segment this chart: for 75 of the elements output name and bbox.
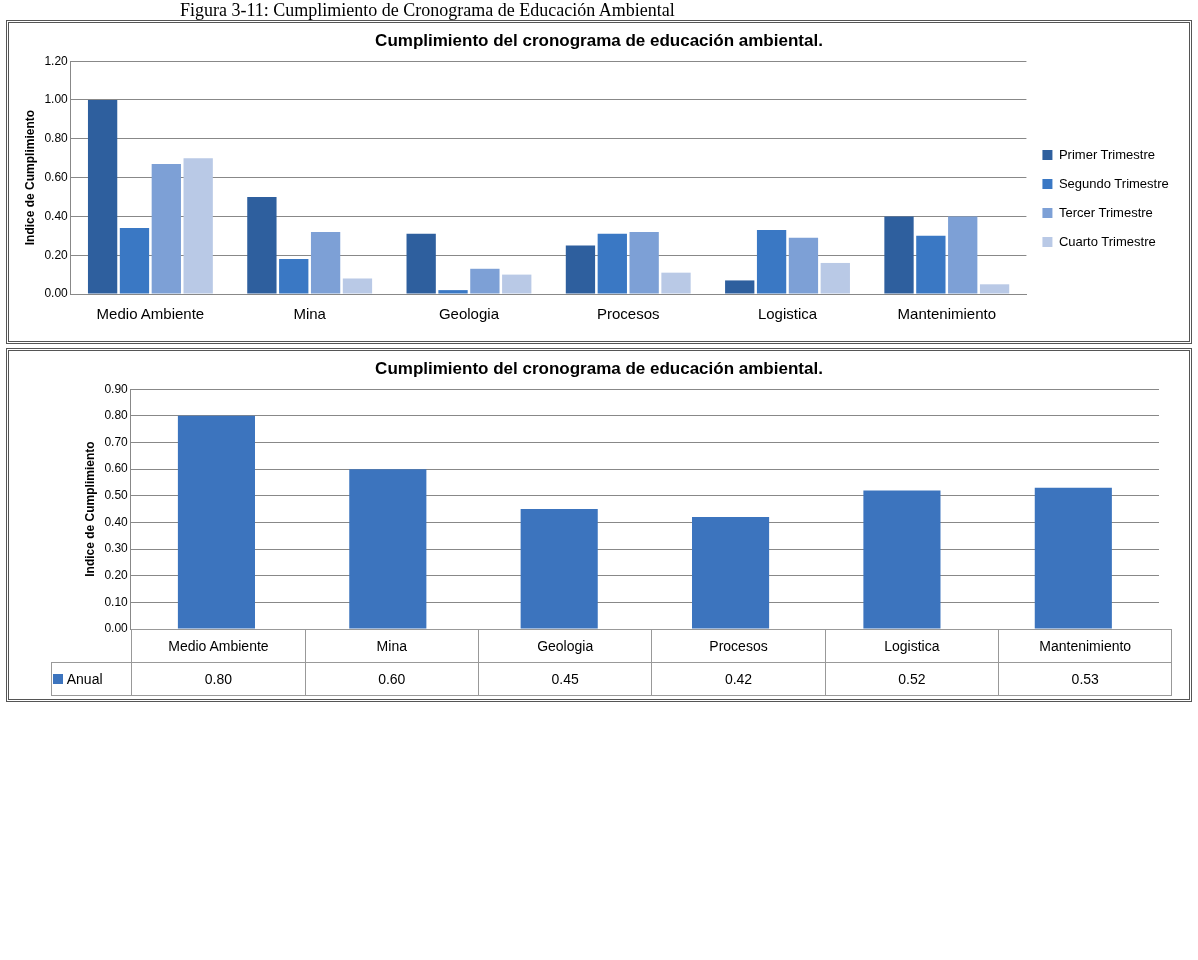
bar [119, 228, 150, 294]
bar [438, 290, 468, 294]
bar [788, 237, 819, 294]
chart-title: Cumplimiento del cronograma de educación ambiental. [374, 30, 824, 51]
bar [948, 216, 978, 294]
data-label: 0.53 [998, 662, 1172, 696]
bar [1034, 487, 1112, 629]
y-tick-label: 0.40 [104, 514, 129, 529]
bar [863, 490, 941, 629]
data-label: 0.45 [478, 662, 652, 696]
x-tick-label: Logistica [757, 305, 818, 323]
bar [520, 509, 598, 629]
bar [177, 415, 255, 629]
y-tick-label: 0.20 [104, 568, 129, 583]
y-tick-label: 0.20 [44, 247, 69, 262]
bar [151, 164, 181, 294]
y-axis-title: Indice de Cumplimiento [22, 109, 37, 246]
chart-title: Cumplimiento del cronograma de educación ambiental. [374, 358, 824, 379]
y-tick-label: 0.60 [44, 169, 69, 184]
y-axis-title: Indice de Cumplimiento [82, 441, 97, 577]
bar [502, 274, 532, 294]
bar [884, 216, 914, 294]
legend-label: Cuarto Trimestre [1058, 233, 1156, 249]
bar [756, 229, 787, 294]
data-label: 0.60 [305, 662, 479, 696]
y-tick-label: 1.20 [44, 53, 69, 68]
y-tick-label: 0.70 [104, 434, 129, 449]
bar [629, 231, 659, 294]
bar [87, 100, 118, 294]
x-tick-label: Mantenimiento [897, 305, 996, 323]
y-tick-label: 0.60 [104, 461, 129, 476]
x-tick-label: Medio Ambiente [96, 305, 205, 323]
bar [916, 235, 946, 294]
x-tick-label: Geologia [438, 305, 500, 323]
data-label: 0.42 [651, 662, 826, 696]
bar [279, 259, 309, 294]
bar [692, 517, 770, 629]
legend-label: Tercer Trimestre [1058, 204, 1153, 220]
data-label: 0.52 [825, 662, 999, 696]
bar [310, 231, 341, 294]
x-tick-label: Mantenimiento [998, 629, 1172, 663]
bar [349, 469, 427, 629]
y-tick-label: 0.50 [104, 488, 129, 503]
y-tick-label: 0.00 [44, 286, 69, 301]
x-tick-label: Mina [305, 629, 479, 663]
x-tick-label: Medio Ambiente [131, 629, 306, 663]
y-tick-label: 0.90 [104, 381, 129, 396]
bar [470, 268, 500, 294]
bar [979, 284, 1010, 294]
y-tick-label: 0.80 [44, 131, 69, 146]
y-tick-label: 0.00 [104, 621, 129, 636]
legend-label: Segundo Trimestre [1058, 175, 1169, 191]
data-label: 0.80 [131, 662, 306, 696]
bar [820, 262, 850, 294]
text: Figura 3-11: Cumplimiento de Cronograma de Educación Ambiental [179, 0, 676, 20]
y-tick-label: 0.40 [44, 208, 69, 223]
x-tick-label: Mina [293, 305, 327, 323]
y-tick-label: 0.10 [104, 594, 129, 609]
bar [565, 245, 596, 294]
bar [342, 278, 373, 294]
bar [247, 197, 277, 294]
x-tick-label: Logistica [825, 629, 999, 663]
x-tick-label: Procesos [651, 629, 826, 663]
y-tick-label: 1.00 [44, 92, 69, 107]
legend-label: Anual [51, 662, 132, 696]
x-tick-label: Procesos [596, 305, 660, 323]
bar [661, 272, 691, 294]
y-tick-label: 0.80 [104, 408, 129, 423]
legend-label: Primer Trimestre [1058, 146, 1155, 162]
y-tick-label: 0.30 [104, 541, 129, 556]
bar [597, 233, 627, 294]
x-tick-label: Geologia [478, 629, 652, 663]
bar [406, 233, 436, 294]
bar [725, 280, 755, 294]
bar [183, 158, 213, 294]
